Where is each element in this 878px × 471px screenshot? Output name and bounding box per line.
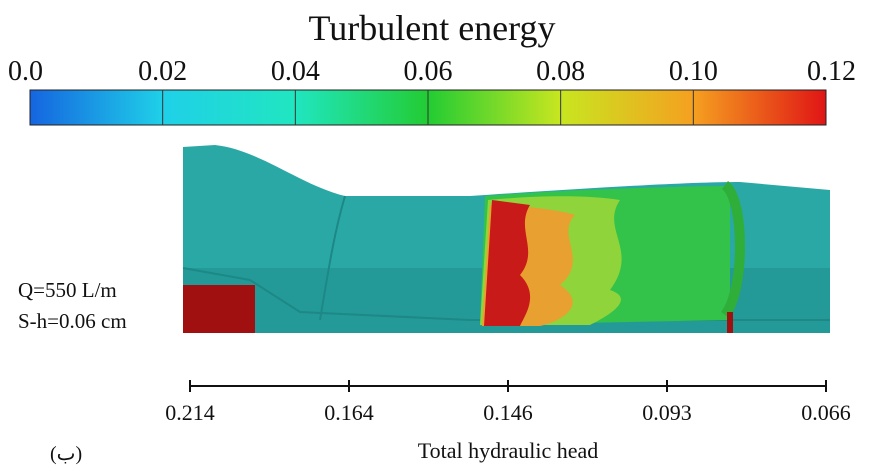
annotation: S-h=0.06 cm (18, 309, 127, 333)
panel-label: (ب) (50, 443, 82, 465)
axis-tick-label: 0.164 (324, 400, 374, 425)
axis-tick-label: 0.093 (642, 400, 692, 425)
annotation: Q=550 L/m (18, 278, 117, 302)
colorbar-tick-label: 0.12 (807, 56, 856, 87)
flume-render (182, 145, 830, 333)
colorbar-tick-label: 0.10 (669, 56, 718, 87)
colorbar-title: Turbulent energy (309, 8, 556, 48)
axis-tick-label: 0.066 (801, 400, 851, 425)
axis-tick-label: 0.214 (165, 400, 215, 425)
colorbar-tick-label: 0.02 (138, 56, 187, 87)
axis-label: Total hydraulic head (418, 438, 599, 463)
colorbar-tick-label: 0.0 (8, 56, 43, 87)
colorbar-tick-label: 0.06 (404, 56, 453, 87)
colorbar-tick-label: 0.04 (271, 56, 320, 87)
colorbar-tick-label: 0.08 (536, 56, 585, 87)
axis-tick-label: 0.146 (483, 400, 533, 425)
